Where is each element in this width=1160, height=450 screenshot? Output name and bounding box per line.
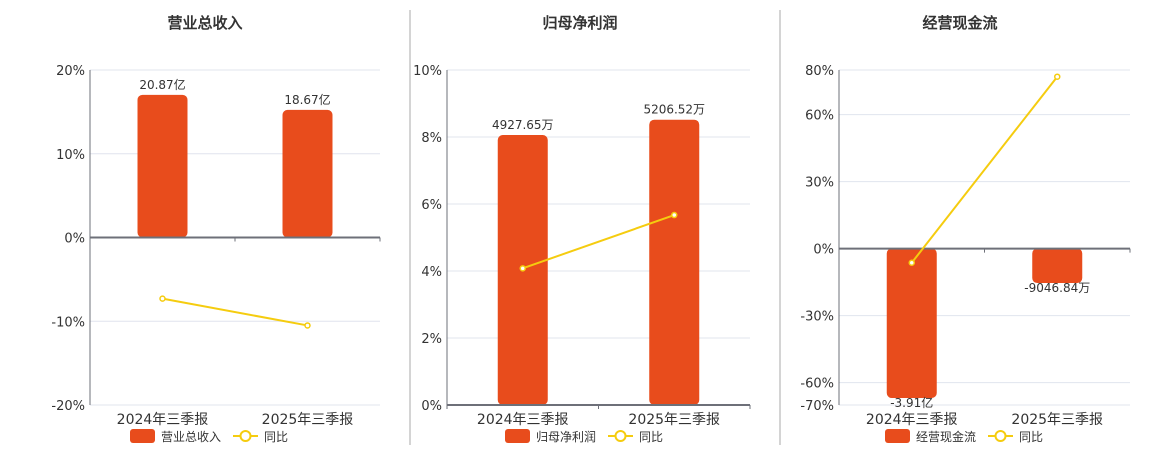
yoy-point xyxy=(671,211,678,219)
y-tick-label: -10% xyxy=(51,315,85,330)
x-tick-label: 2024年三季报 xyxy=(866,412,958,428)
y-tick-label: 8% xyxy=(421,131,442,146)
x-tick-label: 2025年三季报 xyxy=(628,412,720,428)
legend-line-label: 同比 xyxy=(264,430,288,444)
y-tick-label: 30% xyxy=(805,176,834,191)
legend-line-marker xyxy=(994,430,1007,442)
chart-title: 归母净利润 xyxy=(542,14,617,32)
chart-title: 经营现金流 xyxy=(922,14,997,32)
y-tick-label: 20% xyxy=(56,64,85,79)
bar-data-label: 18.67亿 xyxy=(284,92,330,107)
x-tick-label: 2025年三季报 xyxy=(262,412,354,428)
legend-bar-swatch xyxy=(505,429,530,443)
legend-line-marker xyxy=(614,430,627,442)
chart-title: 营业总收入 xyxy=(167,14,242,32)
legend-bar-label: 经营现金流 xyxy=(916,429,976,444)
bar-data-label: -9046.84万 xyxy=(1024,281,1090,295)
yoy-point xyxy=(159,295,166,302)
yoy-point xyxy=(519,265,526,272)
y-tick-label: 0% xyxy=(421,399,442,414)
legend-line-label: 同比 xyxy=(1019,430,1043,444)
y-tick-label: 4% xyxy=(421,265,442,280)
bar xyxy=(649,119,700,405)
y-tick-label: 80% xyxy=(805,64,834,79)
x-tick-label: 2025年三季报 xyxy=(1011,412,1103,428)
y-tick-label: -20% xyxy=(51,399,85,414)
yoy-point xyxy=(1054,73,1061,80)
legend-bar-label: 归母净利润 xyxy=(536,430,596,444)
bar-data-label: 5206.52万 xyxy=(643,103,705,117)
bar-data-label: -3.91亿 xyxy=(890,395,933,410)
y-tick-label: 10% xyxy=(413,64,442,79)
x-tick-label: 2024年三季报 xyxy=(117,412,209,428)
legend-line-marker xyxy=(239,430,252,442)
bar xyxy=(1032,248,1083,284)
y-tick-label: 6% xyxy=(421,198,442,213)
y-tick-label: 10% xyxy=(56,148,85,163)
legend-bar-label: 营业总收入 xyxy=(161,430,221,444)
yoy-line xyxy=(910,76,1059,264)
y-tick-label: -70% xyxy=(800,399,834,414)
y-tick-label: 2% xyxy=(421,332,442,347)
bar-data-label: 20.87亿 xyxy=(139,77,185,92)
y-tick-label: 0% xyxy=(813,243,834,258)
yoy-point xyxy=(908,259,915,266)
x-tick-label: 2024年三季报 xyxy=(477,412,569,428)
yoy-point xyxy=(304,322,311,329)
y-tick-label: 60% xyxy=(805,109,834,124)
y-tick-label: -60% xyxy=(800,377,834,392)
legend-bar-swatch xyxy=(885,429,910,443)
legend-bar-swatch xyxy=(130,429,155,443)
y-tick-label: -30% xyxy=(800,310,834,325)
bar xyxy=(137,94,188,238)
yoy-line xyxy=(522,214,675,270)
bar xyxy=(886,248,937,399)
y-tick-label: 0% xyxy=(64,232,85,247)
bar xyxy=(282,109,333,238)
yoy-line xyxy=(162,297,308,327)
bar-data-label: 4927.65万 xyxy=(492,118,554,132)
legend-line-label: 同比 xyxy=(639,430,663,444)
